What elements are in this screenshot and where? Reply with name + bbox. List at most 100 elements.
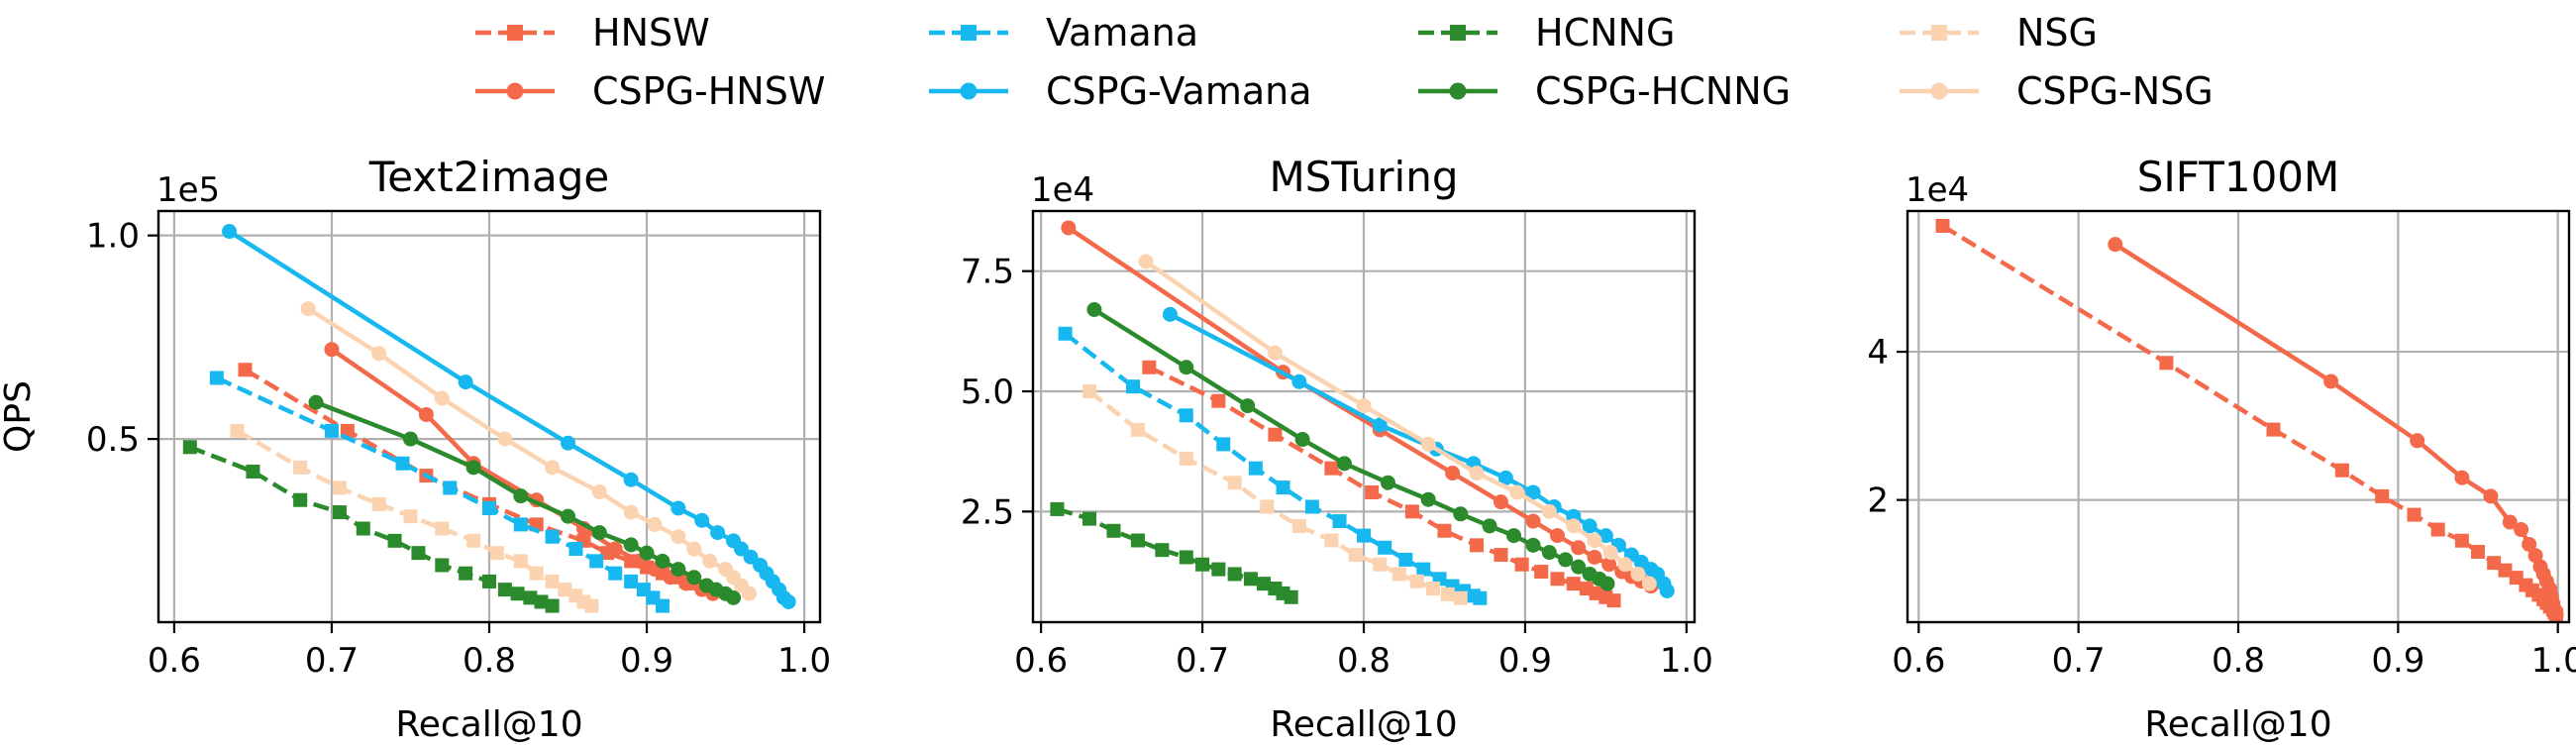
y-tick-label: 5.0 — [961, 373, 1014, 412]
data-point — [332, 505, 347, 520]
data-point — [443, 480, 458, 495]
y-tick-label: 2 — [1867, 481, 1889, 521]
data-point — [1380, 475, 1395, 490]
data-point — [2407, 507, 2421, 522]
data-point — [1469, 466, 1485, 481]
legend-label: CSPG-HCNNG — [1535, 69, 1791, 113]
data-point — [726, 589, 742, 605]
data-point — [694, 512, 710, 528]
data-point — [465, 460, 481, 476]
data-point — [1602, 545, 1618, 561]
data-point — [497, 431, 513, 447]
data-point — [300, 301, 316, 317]
data-point — [1525, 484, 1541, 500]
x-axis-label: Recall@10 — [2144, 704, 2331, 745]
data-point — [1630, 566, 1646, 582]
x-tick-label: 0.6 — [148, 641, 201, 681]
data-point — [2498, 563, 2513, 578]
data-point — [1935, 218, 1950, 233]
data-point — [608, 566, 623, 581]
data-point — [1453, 506, 1469, 522]
data-point — [545, 529, 560, 544]
data-point — [623, 504, 639, 520]
data-point — [1587, 549, 1602, 565]
data-point — [1571, 559, 1587, 575]
data-point — [1106, 523, 1121, 538]
data-point — [1130, 422, 1145, 437]
y-tick-label: 4 — [1867, 333, 1889, 373]
data-point — [395, 456, 410, 471]
data-point — [584, 598, 599, 613]
axis-multiplier: 1e4 — [1031, 170, 1094, 210]
data-point — [1260, 499, 1275, 514]
data-point — [2548, 607, 2564, 622]
data-point — [2471, 544, 2486, 559]
data-point — [1497, 470, 1513, 485]
data-point — [1426, 582, 1441, 596]
data-point — [1473, 590, 1488, 605]
data-point — [1324, 533, 1339, 548]
data-point — [1267, 345, 1283, 361]
x-tick-label: 0.7 — [2052, 641, 2106, 681]
data-point — [209, 371, 224, 385]
data-point — [1227, 567, 1242, 582]
data-point — [1216, 437, 1231, 452]
chart-text2image: 0.6 0.7 0.8 0.9 1.0 0.5 1.0 1e5 Text2image Recall… — [0, 153, 831, 745]
data-point — [513, 488, 529, 504]
chart-msturing: 0.6 0.7 0.8 0.9 1.0 2.5 5.0 7.5 1e4 MSTuring Recal… — [961, 153, 1713, 745]
data-point — [371, 346, 387, 362]
series-hcnng — [1050, 501, 1298, 604]
data-point — [1179, 408, 1193, 423]
chart-title: Text2image — [368, 153, 609, 201]
data-point — [402, 431, 418, 447]
chart-title: SIFT100M — [2137, 153, 2340, 201]
data-point — [1268, 427, 1283, 442]
data-point — [1416, 562, 1431, 577]
series-line — [188, 445, 554, 608]
legend-marker — [960, 82, 978, 100]
legend-marker — [1931, 25, 1947, 41]
data-point — [466, 533, 481, 548]
y-tick-label: 7.5 — [961, 253, 1014, 292]
data-point — [623, 537, 639, 553]
data-point — [1617, 557, 1633, 573]
legend-label: NSG — [2016, 11, 2098, 54]
data-point — [238, 363, 253, 377]
data-point — [2522, 536, 2537, 552]
data-point — [647, 516, 663, 532]
x-tick-label: 0.8 — [463, 641, 516, 681]
series-line — [1144, 260, 1651, 586]
data-point — [2527, 548, 2543, 564]
data-point — [513, 554, 528, 569]
y-tick-label: 0.5 — [86, 420, 140, 460]
data-point — [1493, 494, 1508, 510]
data-point — [497, 583, 512, 597]
data-point — [1398, 552, 1413, 567]
series-nsg — [230, 423, 599, 613]
legend-label: CSPG-HNSW — [592, 69, 825, 113]
data-point — [1641, 576, 1657, 591]
data-point — [1470, 538, 1485, 553]
series-cspg-hcnng — [1086, 302, 1615, 591]
data-point — [1162, 306, 1178, 322]
data-point — [545, 598, 560, 613]
data-point — [607, 541, 623, 557]
legend-entry-nsg: NSG — [1900, 11, 2098, 54]
x-tick-label: 0.6 — [1892, 641, 1945, 681]
data-point — [293, 460, 308, 475]
chart-title: MSTuring — [1269, 153, 1458, 201]
data-point — [639, 545, 655, 561]
data-point — [459, 566, 473, 581]
data-point — [1356, 398, 1372, 414]
legend-label: HCNNG — [1535, 11, 1675, 54]
series-group — [1050, 220, 1675, 608]
data-point — [1227, 476, 1242, 490]
y-tick-label: 1.0 — [86, 217, 140, 257]
x-tick-label: 0.8 — [1337, 641, 1391, 681]
legend-marker — [1930, 82, 1948, 100]
data-point — [1597, 528, 1613, 544]
data-point — [489, 546, 504, 561]
data-point — [1599, 576, 1615, 591]
data-point — [2502, 514, 2518, 530]
